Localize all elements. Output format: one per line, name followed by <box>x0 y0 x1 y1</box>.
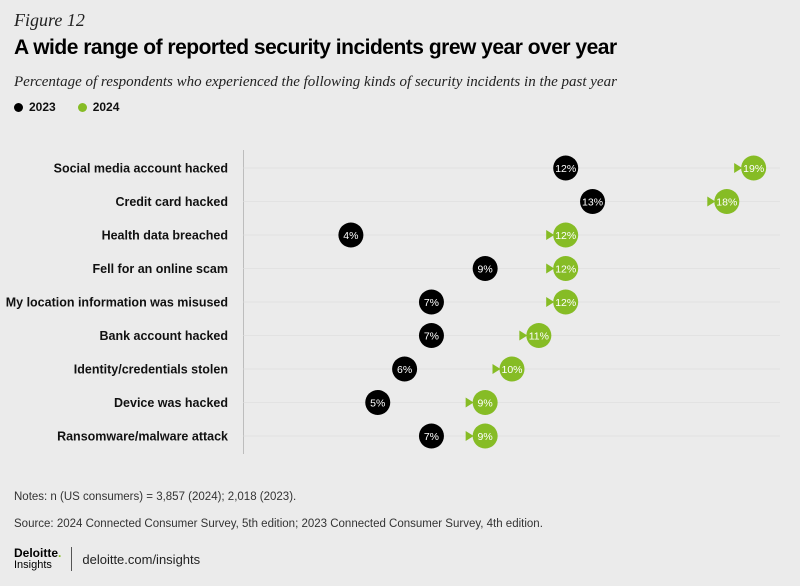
arrow-head <box>546 263 555 274</box>
value-label-2024: 18% <box>716 197 737 209</box>
value-label-2024: 9% <box>478 398 493 410</box>
notes: Notes: n (US consumers) = 3,857 (2024); … <box>14 491 297 503</box>
arrow-head <box>734 163 743 173</box>
point-2024 <box>714 189 740 214</box>
legend-item-2024: 2024 <box>77 100 120 114</box>
category-label: Identity/credentials stolen <box>74 363 228 377</box>
point-2023 <box>418 323 444 348</box>
value-label-2023: 5% <box>370 398 385 410</box>
arrow-head <box>546 297 555 307</box>
category-label: Bank account hacked <box>99 329 228 343</box>
arrow-head <box>465 397 474 408</box>
site-link[interactable]: deloitte.com/insights <box>82 551 201 567</box>
value-label-2023: 7% <box>424 431 439 443</box>
footer: Deloitte. Insights deloitte.com/insights <box>14 547 200 571</box>
point-2023 <box>472 256 498 281</box>
deloitte-logo: Deloitte. Insights <box>14 546 62 571</box>
source: Source: 2024 Connected Consumer Survey, … <box>14 518 543 530</box>
value-label-2023: 13% <box>582 197 603 209</box>
point-2024 <box>526 323 552 348</box>
legend-swatch-2024 <box>77 102 87 112</box>
value-label-2023: 7% <box>424 331 439 343</box>
value-label-2024: 19% <box>743 163 764 175</box>
arrow-head <box>519 330 528 341</box>
value-label-2023: 4% <box>343 230 358 242</box>
category-label: Device was hacked <box>114 396 228 410</box>
value-label-2024: 12% <box>555 297 576 309</box>
value-label-2023: 9% <box>478 264 493 276</box>
point-2024 <box>741 155 767 181</box>
point-2024 <box>553 222 579 248</box>
point-2023 <box>392 356 418 382</box>
legend: 2023 2024 <box>14 100 133 114</box>
brand-sub: Insights <box>14 559 52 571</box>
category-label: Fell for an online scam <box>93 262 228 276</box>
arrow-head <box>707 196 716 207</box>
category-label: Ransomware/malware attack <box>57 430 228 444</box>
chart-title: A wide range of reported security incide… <box>14 36 617 59</box>
point-2024 <box>499 356 525 382</box>
category-label: Social media account hacked <box>54 162 228 176</box>
point-2023 <box>418 423 444 449</box>
point-2024 <box>553 256 579 281</box>
point-2023 <box>418 289 444 315</box>
legend-label-2024: 2024 <box>92 100 120 114</box>
value-label-2024: 12% <box>555 230 576 242</box>
figure-label: Figure 12 <box>14 10 85 30</box>
value-label-2023: 7% <box>424 297 439 309</box>
legend-label-2023: 2023 <box>29 100 56 114</box>
legend-swatch-2023 <box>14 102 23 112</box>
category-label: Credit card hacked <box>115 195 228 209</box>
legend-item-2023: 2023 <box>14 100 56 114</box>
arrow-head <box>546 230 555 240</box>
arrow-head <box>492 364 501 374</box>
value-label-2023: 12% <box>555 163 576 175</box>
dumbbell-chart: Social media account hacked 12% 19% Credit … <box>5 150 767 454</box>
point-2023 <box>338 222 364 248</box>
point-2024 <box>553 289 579 315</box>
brand-name: Deloitte <box>14 546 59 560</box>
point-2024 <box>472 423 498 449</box>
value-label-2024: 10% <box>501 364 522 376</box>
arrow-head <box>465 431 474 441</box>
value-label-2024: 12% <box>555 264 576 276</box>
point-2024 <box>472 390 498 415</box>
category-label: Health data breached <box>102 229 228 243</box>
footer-divider <box>71 547 73 571</box>
point-2023 <box>580 189 606 214</box>
category-label: My location information was misused <box>6 296 228 310</box>
point-2023 <box>553 155 579 181</box>
value-label-2023: 6% <box>397 364 412 376</box>
chart-subtitle: Percentage of respondents who experience… <box>14 74 617 90</box>
value-label-2024: 11% <box>529 331 549 343</box>
value-label-2024: 9% <box>478 431 493 443</box>
point-2023 <box>365 390 391 415</box>
